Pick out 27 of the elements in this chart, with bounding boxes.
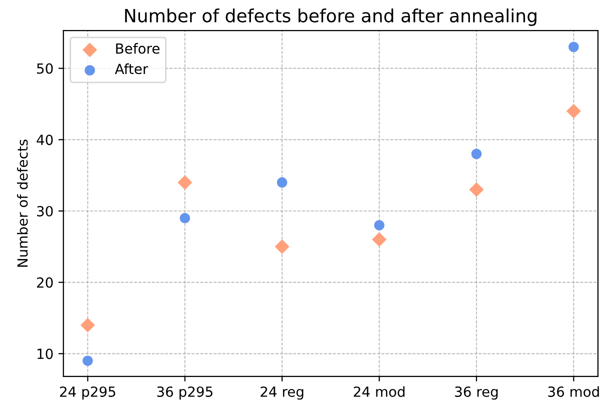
legend-label: After <box>114 63 148 74</box>
y-tick-label: 20 <box>37 277 53 288</box>
x-tick-label: 24 reg <box>260 386 304 400</box>
y-tick-label: 10 <box>38 348 53 360</box>
point <box>566 104 581 118</box>
x-tick-label: 36 mod <box>548 386 599 397</box>
point <box>568 42 579 52</box>
x-tick-label: 36 p295 <box>157 386 212 400</box>
point <box>471 148 482 160</box>
point <box>276 177 288 188</box>
y-tick-label: 30 <box>37 206 53 216</box>
x-tick-label: 36 reg <box>455 386 498 400</box>
point <box>274 239 290 254</box>
legend-label: Before <box>116 43 160 54</box>
point <box>180 212 190 224</box>
point <box>372 232 387 247</box>
point <box>80 318 95 332</box>
point <box>82 356 93 366</box>
point <box>469 182 484 197</box>
y-tick-label: 50 <box>37 63 53 74</box>
y-axis-title: Number of defects <box>17 140 28 267</box>
chart-title: Number of defects before and after annealing <box>125 8 536 26</box>
point <box>178 175 192 190</box>
x-tick-label: 24 p295 <box>60 386 116 400</box>
y-tick-label: 40 <box>36 134 53 146</box>
x-tick-label: 24 mod <box>354 386 404 397</box>
point <box>374 220 384 230</box>
